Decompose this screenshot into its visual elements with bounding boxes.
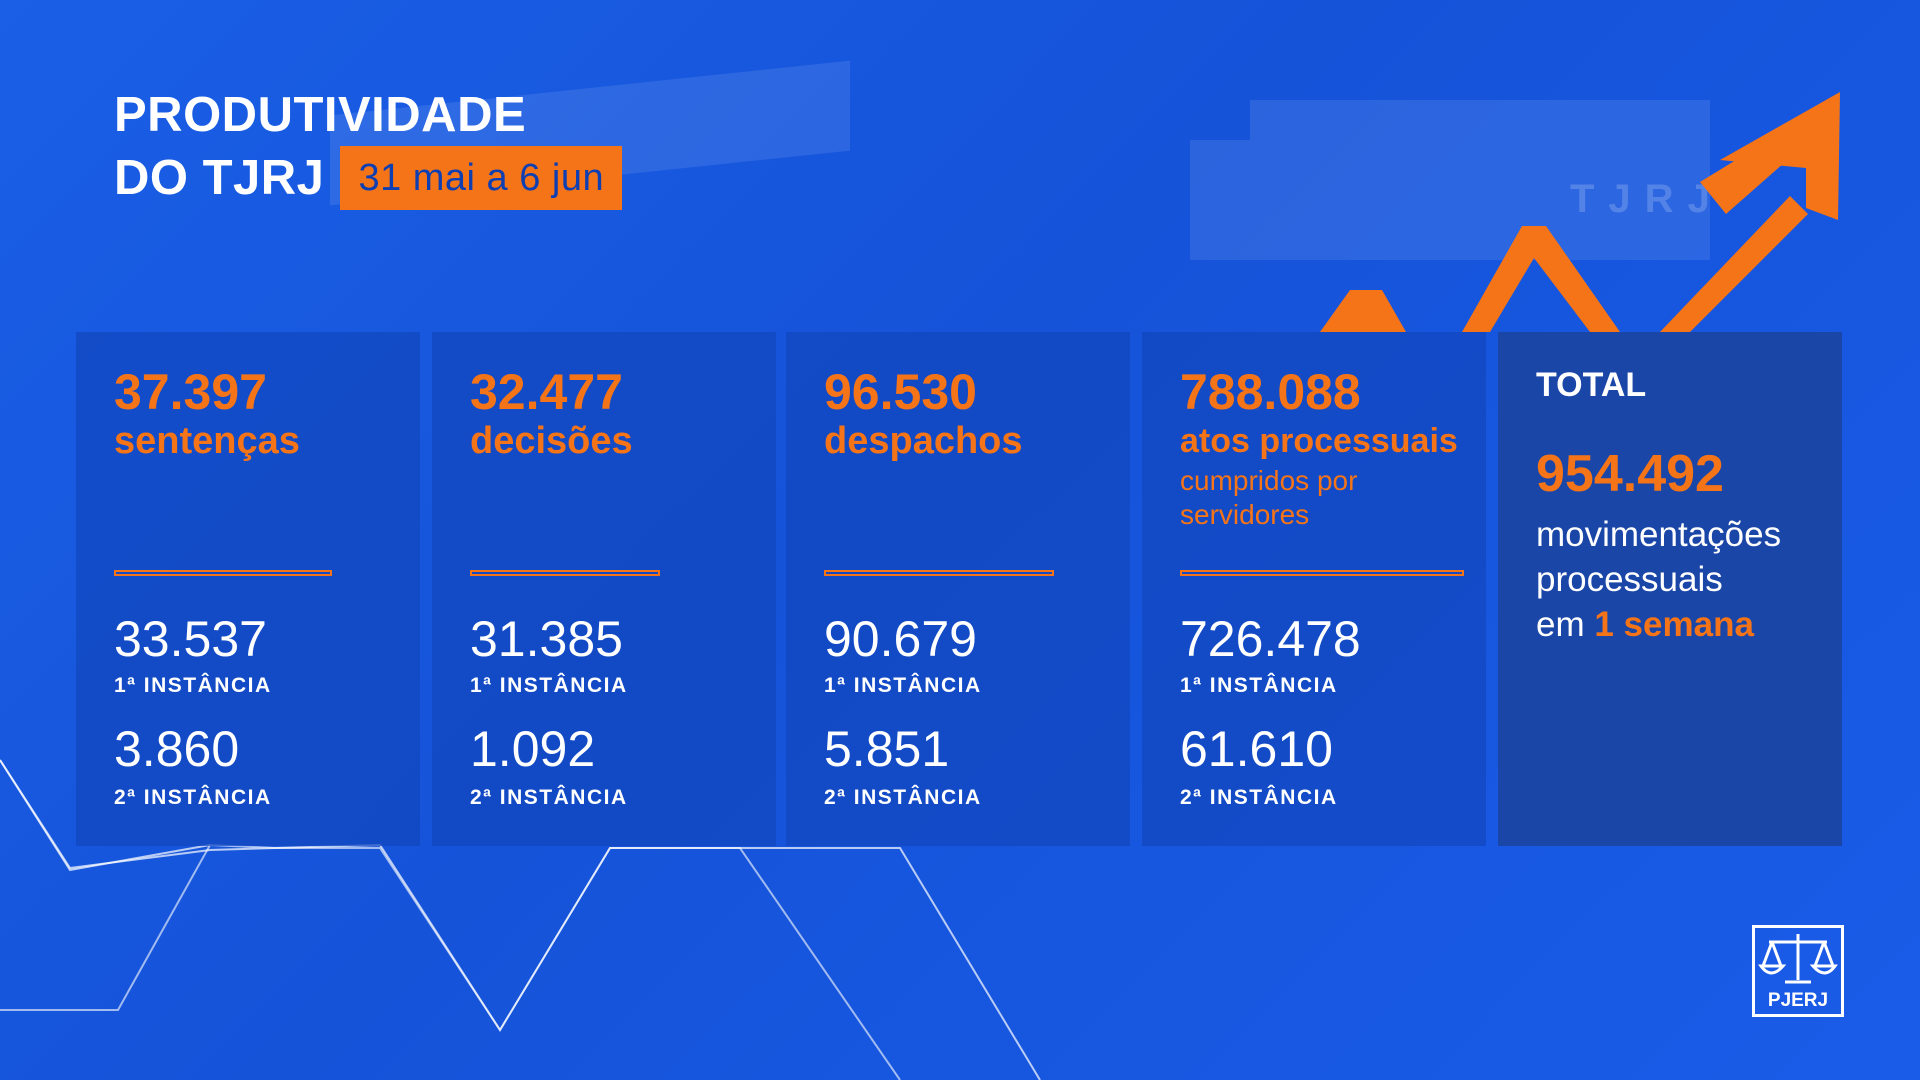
total-line-3-prefix: em bbox=[1536, 605, 1585, 644]
first-instance-label: 1ª INSTÂNCIA bbox=[470, 674, 628, 697]
growth-arrow bbox=[1320, 92, 1840, 332]
logo-text: PJERJ bbox=[1767, 990, 1829, 1011]
total-line-1: movimentações bbox=[1536, 515, 1782, 554]
stat-label: decisões bbox=[470, 420, 633, 462]
stat-panel-decisoes: 32.477 decisões 31.385 1ª INSTÂNCIA 1.09… bbox=[432, 332, 776, 846]
first-instance-label: 1ª INSTÂNCIA bbox=[824, 674, 982, 697]
second-instance-label: 2ª INSTÂNCIA bbox=[470, 786, 628, 809]
total-line-2: processuais bbox=[1536, 560, 1723, 599]
divider bbox=[114, 570, 332, 576]
stat-label: sentenças bbox=[114, 420, 300, 462]
total-line-3-accent: 1 semana bbox=[1594, 605, 1754, 644]
page-title: PRODUTIVIDADE DO TJRJ 31 mai a 6 jun bbox=[114, 84, 623, 210]
stat-panel-despachos: 96.530 despachos 90.679 1ª INSTÂNCIA 5.8… bbox=[786, 332, 1130, 846]
stat-label: atos processuais bbox=[1180, 422, 1458, 460]
divider bbox=[1180, 570, 1464, 576]
divider bbox=[824, 570, 1054, 576]
first-instance-value: 90.679 bbox=[824, 611, 977, 667]
total-heading: TOTAL bbox=[1536, 366, 1647, 404]
stat-total: 96.530 bbox=[824, 364, 977, 420]
stat-panel-atos-processuais: 788.088 atos processuais cumpridos por s… bbox=[1142, 332, 1486, 846]
first-instance-label: 1ª INSTÂNCIA bbox=[114, 674, 272, 697]
building-silhouette bbox=[1190, 140, 1710, 260]
second-instance-value: 5.851 bbox=[824, 721, 950, 777]
first-instance-value: 31.385 bbox=[470, 611, 623, 667]
first-instance-value: 33.537 bbox=[114, 611, 267, 667]
scales-of-justice-icon bbox=[1758, 934, 1838, 984]
title-line-2: DO TJRJ bbox=[114, 151, 325, 205]
total-value: 954.492 bbox=[1536, 445, 1724, 503]
first-instance-value: 726.478 bbox=[1180, 611, 1361, 667]
second-instance-label: 2ª INSTÂNCIA bbox=[114, 786, 272, 809]
second-instance-label: 2ª INSTÂNCIA bbox=[1180, 786, 1338, 809]
first-instance-label: 1ª INSTÂNCIA bbox=[1180, 674, 1338, 697]
stat-label: despachos bbox=[824, 420, 1023, 462]
total-description: movimentações processuais em 1 semana bbox=[1536, 512, 1781, 647]
stat-total: 37.397 bbox=[114, 364, 267, 420]
divider bbox=[470, 570, 660, 576]
date-range-badge: 31 mai a 6 jun bbox=[340, 146, 623, 210]
pjerj-logo: PJERJ bbox=[1752, 925, 1844, 1017]
stat-panel-sentencas: 37.397 sentenças 33.537 1ª INSTÂNCIA 3.8… bbox=[76, 332, 420, 846]
total-panel: TOTAL 954.492 movimentações processuais … bbox=[1498, 332, 1842, 846]
stat-total: 32.477 bbox=[470, 364, 623, 420]
stat-sublabel: cumpridos por servidores bbox=[1180, 465, 1358, 530]
building-sign: TJRJ bbox=[1570, 177, 1724, 221]
title-line-1: PRODUTIVIDADE bbox=[114, 88, 527, 142]
stat-total: 788.088 bbox=[1180, 364, 1361, 420]
second-instance-label: 2ª INSTÂNCIA bbox=[824, 786, 982, 809]
second-instance-value: 3.860 bbox=[114, 721, 240, 777]
second-instance-value: 61.610 bbox=[1180, 721, 1333, 777]
second-instance-value: 1.092 bbox=[470, 721, 596, 777]
